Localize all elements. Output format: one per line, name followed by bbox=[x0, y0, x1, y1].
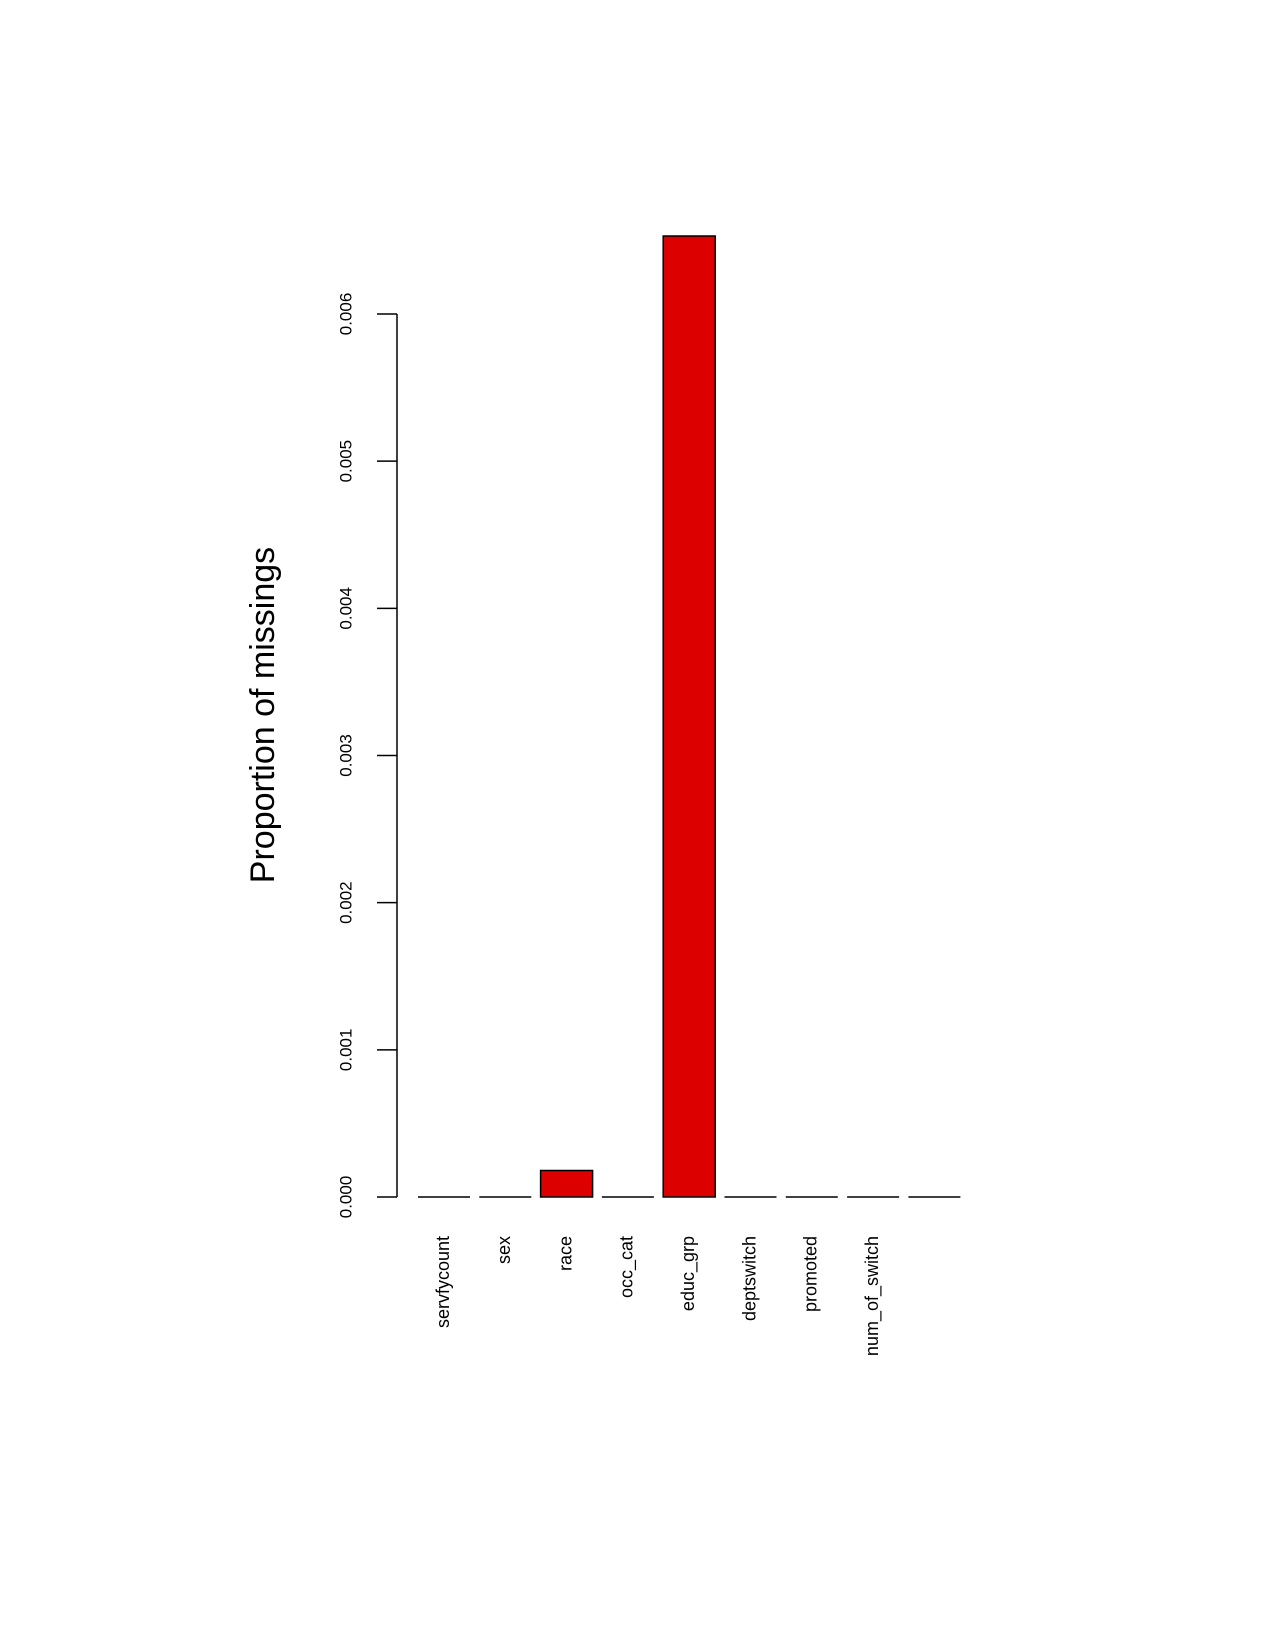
x-tick-label: race bbox=[555, 1236, 575, 1271]
y-tick-label: 0.000 bbox=[336, 1176, 355, 1219]
y-tick-label: 0.006 bbox=[336, 293, 355, 336]
x-tick-label: num_of_switch bbox=[862, 1236, 883, 1356]
x-tick-label: educ_grp bbox=[678, 1236, 699, 1311]
y-tick-label: 0.005 bbox=[336, 440, 355, 483]
x-tick-label: servfycount bbox=[433, 1236, 453, 1328]
bar bbox=[539, 1169, 594, 1198]
y-tick-label: 0.004 bbox=[336, 587, 355, 630]
x-tick-label: promoted bbox=[801, 1236, 821, 1312]
y-tick-label: 0.001 bbox=[336, 1029, 355, 1072]
x-tick-label: sex bbox=[494, 1236, 514, 1264]
y-tick-label: 0.002 bbox=[336, 881, 355, 924]
y-axis-title: Proportion of missings bbox=[244, 547, 282, 883]
bar bbox=[662, 235, 716, 1198]
x-tick-label: occ_cat bbox=[617, 1236, 638, 1298]
x-tick-label: deptswitch bbox=[739, 1236, 759, 1321]
y-tick-label: 0.003 bbox=[336, 734, 355, 777]
